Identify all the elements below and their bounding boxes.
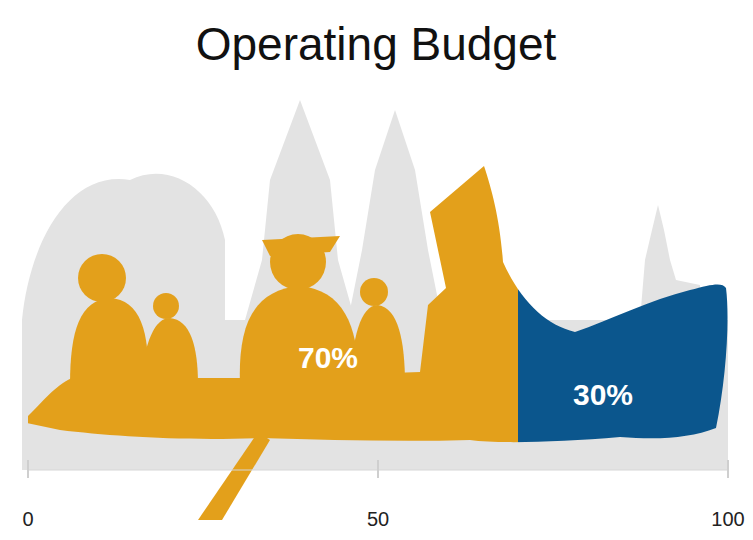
data-label: 30%: [573, 378, 633, 411]
boat-segments: [28, 150, 728, 530]
x-tick-label: 100: [711, 508, 744, 530]
x-tick: [377, 460, 379, 478]
budget-segment: [28, 150, 518, 530]
data-label: 70%: [298, 341, 358, 374]
x-tick: [727, 460, 729, 478]
chart-title: Operating Budget: [196, 18, 557, 70]
x-tick: [27, 460, 29, 478]
chart: 0 50 100 70% 30% Operating Budget: [0, 0, 753, 540]
budget-segment: [518, 150, 728, 530]
x-tick-label: 0: [22, 508, 33, 530]
x-tick-label: 50: [367, 508, 389, 530]
